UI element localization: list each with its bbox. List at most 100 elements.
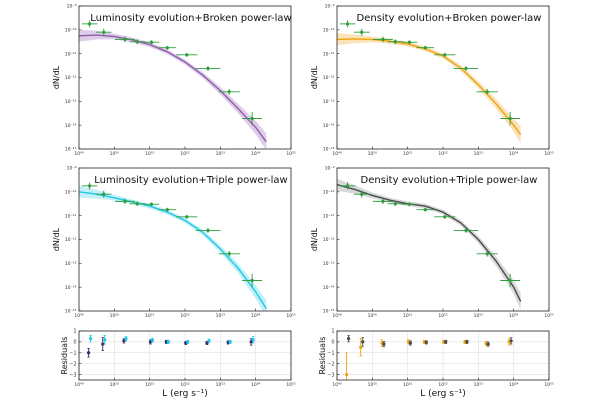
y-tick-label: 10⁻¹³ [65, 261, 77, 267]
residual-point [87, 348, 91, 358]
y-tick-label: 10⁻¹⁴ [65, 285, 77, 291]
model-line [337, 184, 522, 302]
data-point [129, 201, 146, 207]
residual-point [166, 339, 170, 344]
data-point [81, 182, 98, 190]
axes-frame [78, 5, 292, 150]
y-tick-label: 1 [331, 329, 334, 335]
x-tick-label: 10⁵³ [474, 151, 484, 157]
residual-point [486, 341, 490, 347]
data-point [176, 52, 198, 57]
y-tick-label: 10⁻¹³ [65, 99, 77, 105]
data-point [218, 88, 240, 95]
panel-4: 10⁴⁹ 10⁵⁰ 10⁵¹ 10⁵² 10⁵³ 10⁵⁴ 10⁵⁵ 10⁻⁹ 10⁻¹⁰ 10⁻… [310, 166, 554, 319]
y-tick-label: 10⁻⁹ [325, 4, 335, 10]
model-line [79, 191, 267, 309]
axes-frame [336, 5, 550, 150]
x-axis-label: L (erg s⁻¹) [420, 389, 466, 399]
y-tick-label: 10⁻¹¹ [65, 51, 77, 57]
y-axis-label: dN/dL [52, 227, 61, 251]
panel-2: 10⁴⁹ 10⁵⁰ 10⁵¹ 10⁵² 10⁵³ 10⁵⁴ 10⁵⁵ 10⁻⁹ 10⁻¹⁰ 10⁻… [310, 4, 554, 157]
x-tick-label: 10⁵¹ [403, 313, 413, 319]
residual-point [228, 339, 232, 344]
y-tick-label: 10⁻¹² [65, 75, 77, 81]
data-point [339, 20, 356, 28]
y-tick-label: 10⁻¹² [323, 237, 335, 243]
y-tick-label: 10⁻¹⁴ [323, 285, 335, 291]
data-point [401, 202, 418, 207]
data-point [353, 28, 370, 36]
x-tick-label: 10⁵² [180, 382, 190, 388]
panel-1: 10⁴⁹ 10⁵⁰ 10⁵¹ 10⁵² 10⁵³ 10⁵⁴ 10⁵⁵ 10⁻⁹ 10⁻¹⁰ 10⁻… [52, 4, 296, 157]
x-tick-label: 10⁵⁰ [368, 151, 378, 157]
model-uncertainty-band [79, 29, 267, 149]
y-axis-label: dN/dL [310, 65, 319, 89]
data-point [401, 40, 418, 45]
x-axis-label: L (erg s⁻¹) [162, 389, 208, 399]
residual-point [207, 338, 211, 343]
x-tick-label: 10⁴⁹ [332, 382, 342, 388]
data-point [242, 111, 263, 126]
data-point [416, 207, 435, 212]
x-tick-label: 10⁴⁹ [332, 151, 342, 157]
x-tick-label: 10⁵⁰ [110, 382, 120, 388]
model-line [337, 38, 522, 136]
x-tick-label: 10⁵⁴ [251, 313, 261, 319]
data-point [373, 36, 393, 43]
x-tick-label: 10⁴⁹ [332, 313, 342, 319]
x-tick-label: 10⁵³ [474, 382, 484, 388]
x-tick-label: 10⁵² [438, 382, 448, 388]
residual-point [124, 336, 128, 342]
y-tick-label: 10⁻⁹ [67, 166, 77, 172]
x-tick-label: 10⁴⁹ [74, 151, 84, 157]
x-tick-label: 10⁴⁹ [74, 313, 84, 319]
model-uncertainty-band [337, 178, 521, 310]
axes-frame [78, 330, 292, 381]
data-point [373, 198, 393, 205]
residual-point [424, 340, 428, 345]
y-tick-label: −2 [69, 361, 76, 367]
x-tick-label: 10⁵⁰ [368, 313, 378, 319]
y-axis-label: dN/dL [310, 227, 319, 251]
data-point [476, 250, 498, 257]
y-tick-label: −1 [69, 350, 76, 356]
data-point [143, 40, 160, 45]
y-tick-label: 10⁻¹¹ [323, 51, 335, 57]
x-tick-label: 10⁵⁵ [286, 382, 296, 388]
y-tick-label: 10⁻⁹ [67, 4, 77, 10]
data-point [176, 214, 198, 219]
x-tick-label: 10⁵⁴ [509, 382, 519, 388]
y-tick-label: 0 [73, 340, 76, 346]
panel-3: 10⁴⁹ 10⁵⁰ 10⁵¹ 10⁵² 10⁵³ 10⁵⁴ 10⁵⁵ 10⁻⁹ 10⁻¹⁰ 10⁻… [52, 166, 296, 319]
residual-point [345, 352, 349, 380]
y-tick-label: 10⁻¹⁰ [323, 28, 335, 34]
panel-5: 10⁴⁹ 10⁵⁰ 10⁵¹ 10⁵² 10⁵³ 10⁵⁴ 10⁵⁵ 1 0 −1 −2 −3 L (e… [60, 329, 296, 399]
model-uncertainty-band [337, 33, 521, 143]
panel-title: Luminosity evolution+Triple power-law [94, 175, 288, 186]
x-tick-label: 10⁵⁰ [110, 313, 120, 319]
data-point [339, 182, 356, 190]
y-tick-label: 10⁻¹² [65, 237, 77, 243]
x-tick-label: 10⁵⁵ [544, 151, 554, 157]
y-tick-label: −1 [327, 350, 334, 356]
x-tick-label: 10⁵⁰ [368, 382, 378, 388]
model-line [79, 34, 267, 143]
data-point [416, 45, 435, 50]
x-tick-label: 10⁵³ [216, 151, 226, 157]
x-tick-label: 10⁵² [438, 313, 448, 319]
data-point [500, 111, 521, 126]
residual-point [507, 338, 511, 346]
x-tick-label: 10⁵¹ [145, 382, 155, 388]
x-tick-label: 10⁴⁹ [74, 382, 84, 388]
x-tick-label: 10⁵¹ [403, 382, 413, 388]
x-tick-label: 10⁵³ [216, 313, 226, 319]
x-tick-label: 10⁵³ [474, 313, 484, 319]
residual-point [444, 339, 448, 344]
x-tick-label: 10⁵³ [216, 382, 226, 388]
x-tick-label: 10⁵² [180, 313, 190, 319]
x-tick-label: 10⁵¹ [403, 151, 413, 157]
data-point [95, 190, 112, 198]
y-tick-label: 1 [73, 329, 76, 335]
data-point [158, 207, 177, 212]
